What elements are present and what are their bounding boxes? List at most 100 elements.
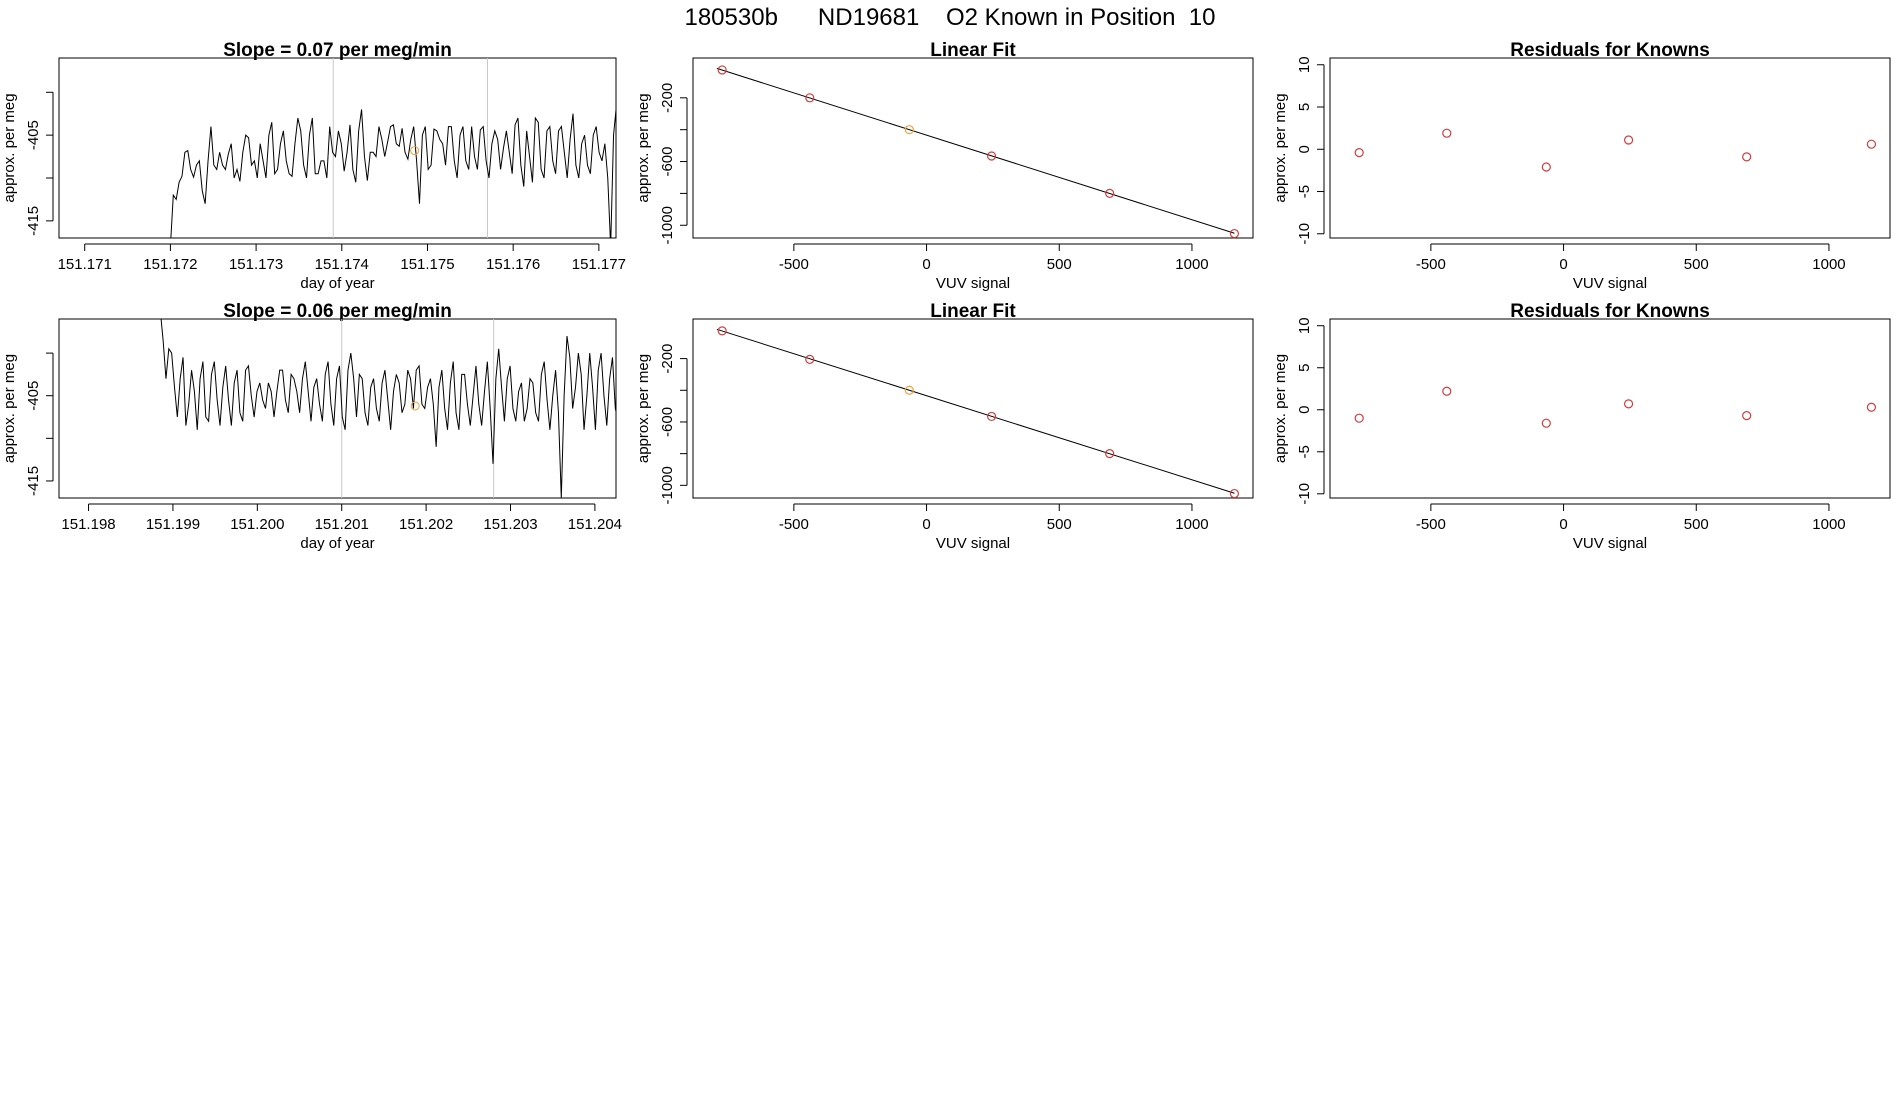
y-axis-label: approx. per meg bbox=[1272, 93, 1289, 202]
data-point bbox=[1442, 128, 1452, 138]
y-tick-label: 5 bbox=[1296, 364, 1313, 372]
data-point bbox=[1742, 152, 1752, 162]
highlight-point bbox=[410, 146, 420, 156]
x-axis-label: VUV signal bbox=[1573, 535, 1647, 552]
x-tick-label: 1000 bbox=[1812, 256, 1845, 273]
x-axis-label: VUV signal bbox=[936, 275, 1010, 292]
y-tick-label: -600 bbox=[659, 147, 676, 177]
chart-panel-6: Residuals for Knowns -500 0 500 1000 VUV sign… bbox=[1272, 301, 1891, 552]
data-point bbox=[986, 411, 997, 422]
chart-title: Slope = 0.07 per meg/min bbox=[223, 40, 452, 61]
x-tick-label: 151.201 bbox=[315, 516, 369, 533]
plot-frame bbox=[58, 318, 617, 499]
y-tick-label: -10 bbox=[1296, 483, 1313, 505]
x-tick-label: 500 bbox=[1684, 516, 1709, 533]
x-tick-label: 151.172 bbox=[143, 256, 197, 273]
data-point bbox=[1623, 135, 1634, 145]
highlight-point bbox=[904, 125, 914, 135]
data-point bbox=[1866, 139, 1877, 149]
data-point bbox=[1866, 402, 1877, 412]
data-point bbox=[1354, 413, 1364, 423]
data-point bbox=[1541, 418, 1551, 428]
plot-area bbox=[160, 319, 616, 498]
data-point bbox=[717, 65, 727, 75]
x-tick-label: 151.202 bbox=[399, 516, 453, 533]
y-tick-label: 5 bbox=[1296, 103, 1313, 111]
x-tick-label: 0 bbox=[922, 516, 930, 533]
y-tick-label: -5 bbox=[1296, 185, 1313, 198]
y-axis-label: approx. per meg bbox=[1, 93, 18, 202]
plot-frame bbox=[1329, 318, 1891, 499]
x-axis-label: VUV signal bbox=[1573, 275, 1647, 292]
chart-title: Slope = 0.06 per meg/min bbox=[223, 301, 452, 322]
x-tick-label: 151.200 bbox=[230, 516, 284, 533]
chart-title: Linear Fit bbox=[930, 40, 1016, 61]
y-tick-label: -600 bbox=[659, 407, 676, 437]
x-tick-label: 151.203 bbox=[483, 516, 537, 533]
data-point bbox=[1105, 449, 1115, 459]
x-axis-label: day of year bbox=[300, 535, 374, 552]
y-tick-label: -1000 bbox=[659, 466, 676, 504]
x-tick-label: -500 bbox=[1416, 256, 1446, 273]
y-axis-label: approx. per meg bbox=[635, 354, 652, 463]
x-tick-label: 500 bbox=[1684, 256, 1709, 273]
x-tick-label: -500 bbox=[779, 256, 809, 273]
data-point bbox=[1105, 188, 1115, 198]
x-tick-label: 151.175 bbox=[400, 256, 454, 273]
data-point bbox=[717, 326, 727, 336]
fit-line bbox=[716, 328, 1235, 494]
data-point bbox=[1229, 228, 1240, 238]
x-tick-label: -500 bbox=[1416, 516, 1446, 533]
series-line bbox=[160, 319, 616, 498]
y-tick-label: -1000 bbox=[659, 206, 676, 244]
chart-panel-1: Slope = 0.07 per meg/min 151.171 151.172 15… bbox=[1, 40, 626, 292]
x-tick-label: 1000 bbox=[1812, 516, 1845, 533]
series-line bbox=[170, 105, 616, 238]
figure-title: 180530b ND19681 O2 Known in Position 10 bbox=[684, 4, 1216, 31]
y-tick-label: -200 bbox=[659, 344, 676, 374]
x-tick-label: 1000 bbox=[1175, 516, 1208, 533]
data-point bbox=[805, 354, 815, 364]
y-tick-label: -415 bbox=[25, 466, 42, 496]
y-tick-label: -405 bbox=[25, 120, 42, 150]
fit-line bbox=[716, 67, 1235, 234]
plot-frame bbox=[692, 57, 1254, 239]
highlight-point bbox=[410, 401, 420, 411]
chart-title: Residuals for Knowns bbox=[1510, 40, 1710, 61]
x-axis-label: day of year bbox=[300, 275, 374, 292]
x-tick-label: 151.173 bbox=[229, 256, 283, 273]
y-tick-label: 10 bbox=[1296, 317, 1313, 334]
plot-frame bbox=[58, 57, 617, 239]
y-axis-label: approx. per meg bbox=[635, 93, 652, 202]
data-point bbox=[1541, 162, 1551, 172]
x-tick-label: 0 bbox=[922, 256, 930, 273]
y-tick-label: 0 bbox=[1296, 406, 1313, 414]
y-tick-label: 10 bbox=[1296, 56, 1313, 73]
x-tick-label: 0 bbox=[1559, 516, 1567, 533]
y-tick-label: -5 bbox=[1296, 445, 1313, 458]
highlight-point bbox=[904, 385, 914, 395]
plot-frame bbox=[1329, 57, 1891, 239]
y-axis-label: approx. per meg bbox=[1, 354, 18, 463]
x-tick-label: 500 bbox=[1047, 516, 1072, 533]
data-point bbox=[1229, 488, 1240, 498]
y-tick-label: -405 bbox=[25, 381, 42, 411]
y-tick-label: -415 bbox=[25, 206, 42, 236]
x-tick-label: 151.177 bbox=[572, 256, 626, 273]
x-axis-label: VUV signal bbox=[936, 535, 1010, 552]
data-point bbox=[1442, 386, 1452, 396]
x-tick-label: 151.171 bbox=[58, 256, 112, 273]
plot-area bbox=[1354, 128, 1877, 172]
x-tick-label: 151.174 bbox=[315, 256, 369, 273]
y-tick-label: -200 bbox=[659, 83, 676, 113]
plot-area bbox=[170, 105, 616, 238]
y-tick-label: 0 bbox=[1296, 145, 1313, 153]
x-tick-label: 500 bbox=[1047, 256, 1072, 273]
data-point bbox=[805, 93, 815, 103]
chart-panel-2: Linear Fit -500 0 500 1000 VUV signal -1000 -60… bbox=[635, 40, 1254, 292]
x-tick-label: 151.199 bbox=[146, 516, 200, 533]
chart-panel-4: Slope = 0.06 per meg/min 151.198 151.199 15… bbox=[1, 301, 622, 552]
data-point bbox=[1354, 148, 1364, 158]
plot-area bbox=[716, 65, 1240, 238]
chart-title: Linear Fit bbox=[930, 301, 1016, 322]
